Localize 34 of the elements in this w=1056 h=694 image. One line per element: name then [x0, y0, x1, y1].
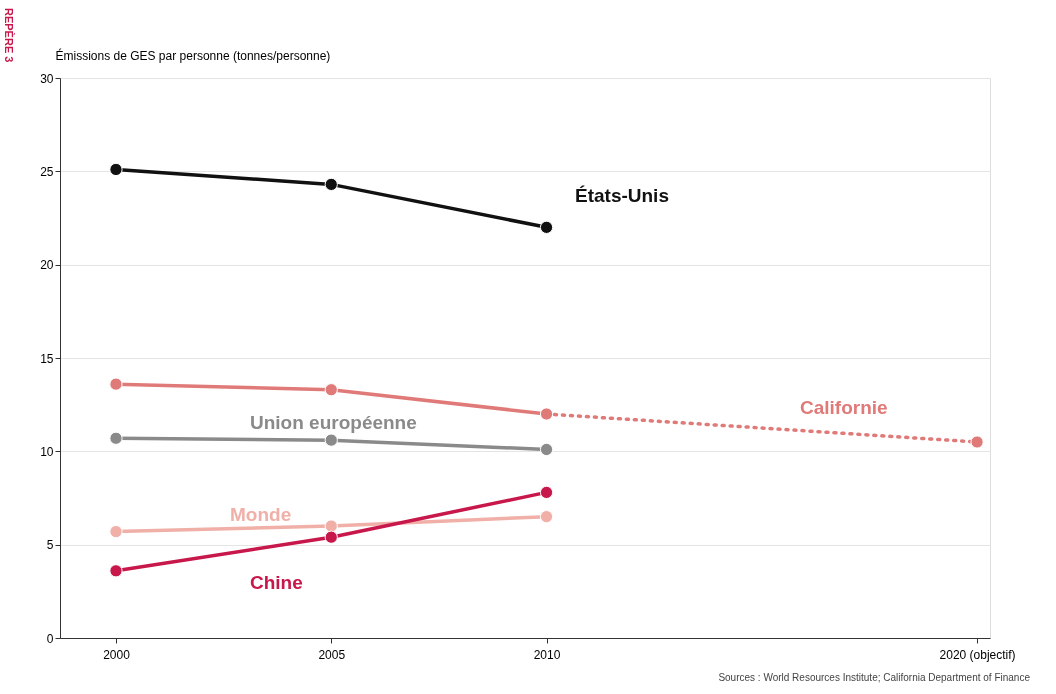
y-tick-label: 30 — [40, 71, 54, 86]
x-tick-label: 2010 — [533, 647, 561, 662]
y-tick-label: 5 — [46, 538, 54, 553]
point — [324, 383, 338, 397]
point — [109, 162, 123, 177]
series-label: Monde — [230, 504, 292, 525]
point — [324, 433, 338, 447]
text: REPÈRE 3 — [3, 8, 15, 63]
point — [539, 220, 554, 234]
point — [539, 442, 554, 457]
point — [109, 564, 123, 578]
text: Californie — [800, 397, 888, 418]
series-label: Union européenne — [250, 412, 417, 433]
y-axis-title: Émissions de GES par personne (tonnes/personne) — [55, 47, 331, 63]
point — [324, 530, 338, 544]
y-tick-label: 20 — [40, 258, 54, 273]
point — [539, 510, 554, 524]
series-label: Chine — [250, 572, 303, 593]
x-tick-label: 2020 (objectif) — [939, 647, 1016, 662]
series-label: États-Unis — [575, 185, 669, 206]
point — [109, 524, 123, 539]
point — [324, 519, 338, 533]
y-tick-label: 15 — [40, 351, 54, 366]
y-tick-label: 25 — [40, 164, 54, 179]
point — [324, 177, 338, 192]
y-tick-label: 0 — [46, 631, 54, 646]
point — [970, 435, 984, 449]
point — [539, 485, 554, 500]
x-tick-label: 2005 — [318, 647, 346, 662]
point — [109, 431, 123, 445]
point — [109, 377, 123, 391]
x-tick-label: 2000 — [103, 647, 131, 662]
source-note: Sources : World Resources Institute; California Department of Finance — [718, 672, 1031, 683]
y-tick-label: 10 — [40, 444, 54, 459]
